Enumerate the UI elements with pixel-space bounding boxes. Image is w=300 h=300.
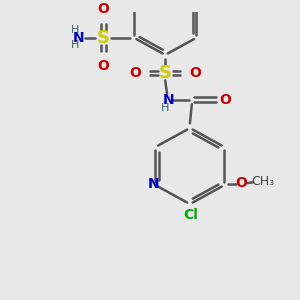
Text: O: O [129, 66, 141, 80]
Text: H: H [71, 40, 79, 50]
Text: O: O [219, 92, 231, 106]
Text: O: O [98, 2, 110, 16]
Text: N: N [148, 177, 159, 191]
Text: N: N [163, 92, 175, 106]
Text: H: H [71, 25, 79, 35]
Text: O: O [98, 59, 110, 73]
Text: N: N [73, 31, 85, 45]
Text: O: O [236, 176, 248, 190]
Text: H: H [161, 103, 170, 113]
Text: Cl: Cl [183, 208, 198, 223]
Text: CH₃: CH₃ [251, 175, 274, 188]
Text: S: S [97, 29, 110, 47]
Text: S: S [159, 64, 172, 82]
Text: O: O [190, 66, 202, 80]
